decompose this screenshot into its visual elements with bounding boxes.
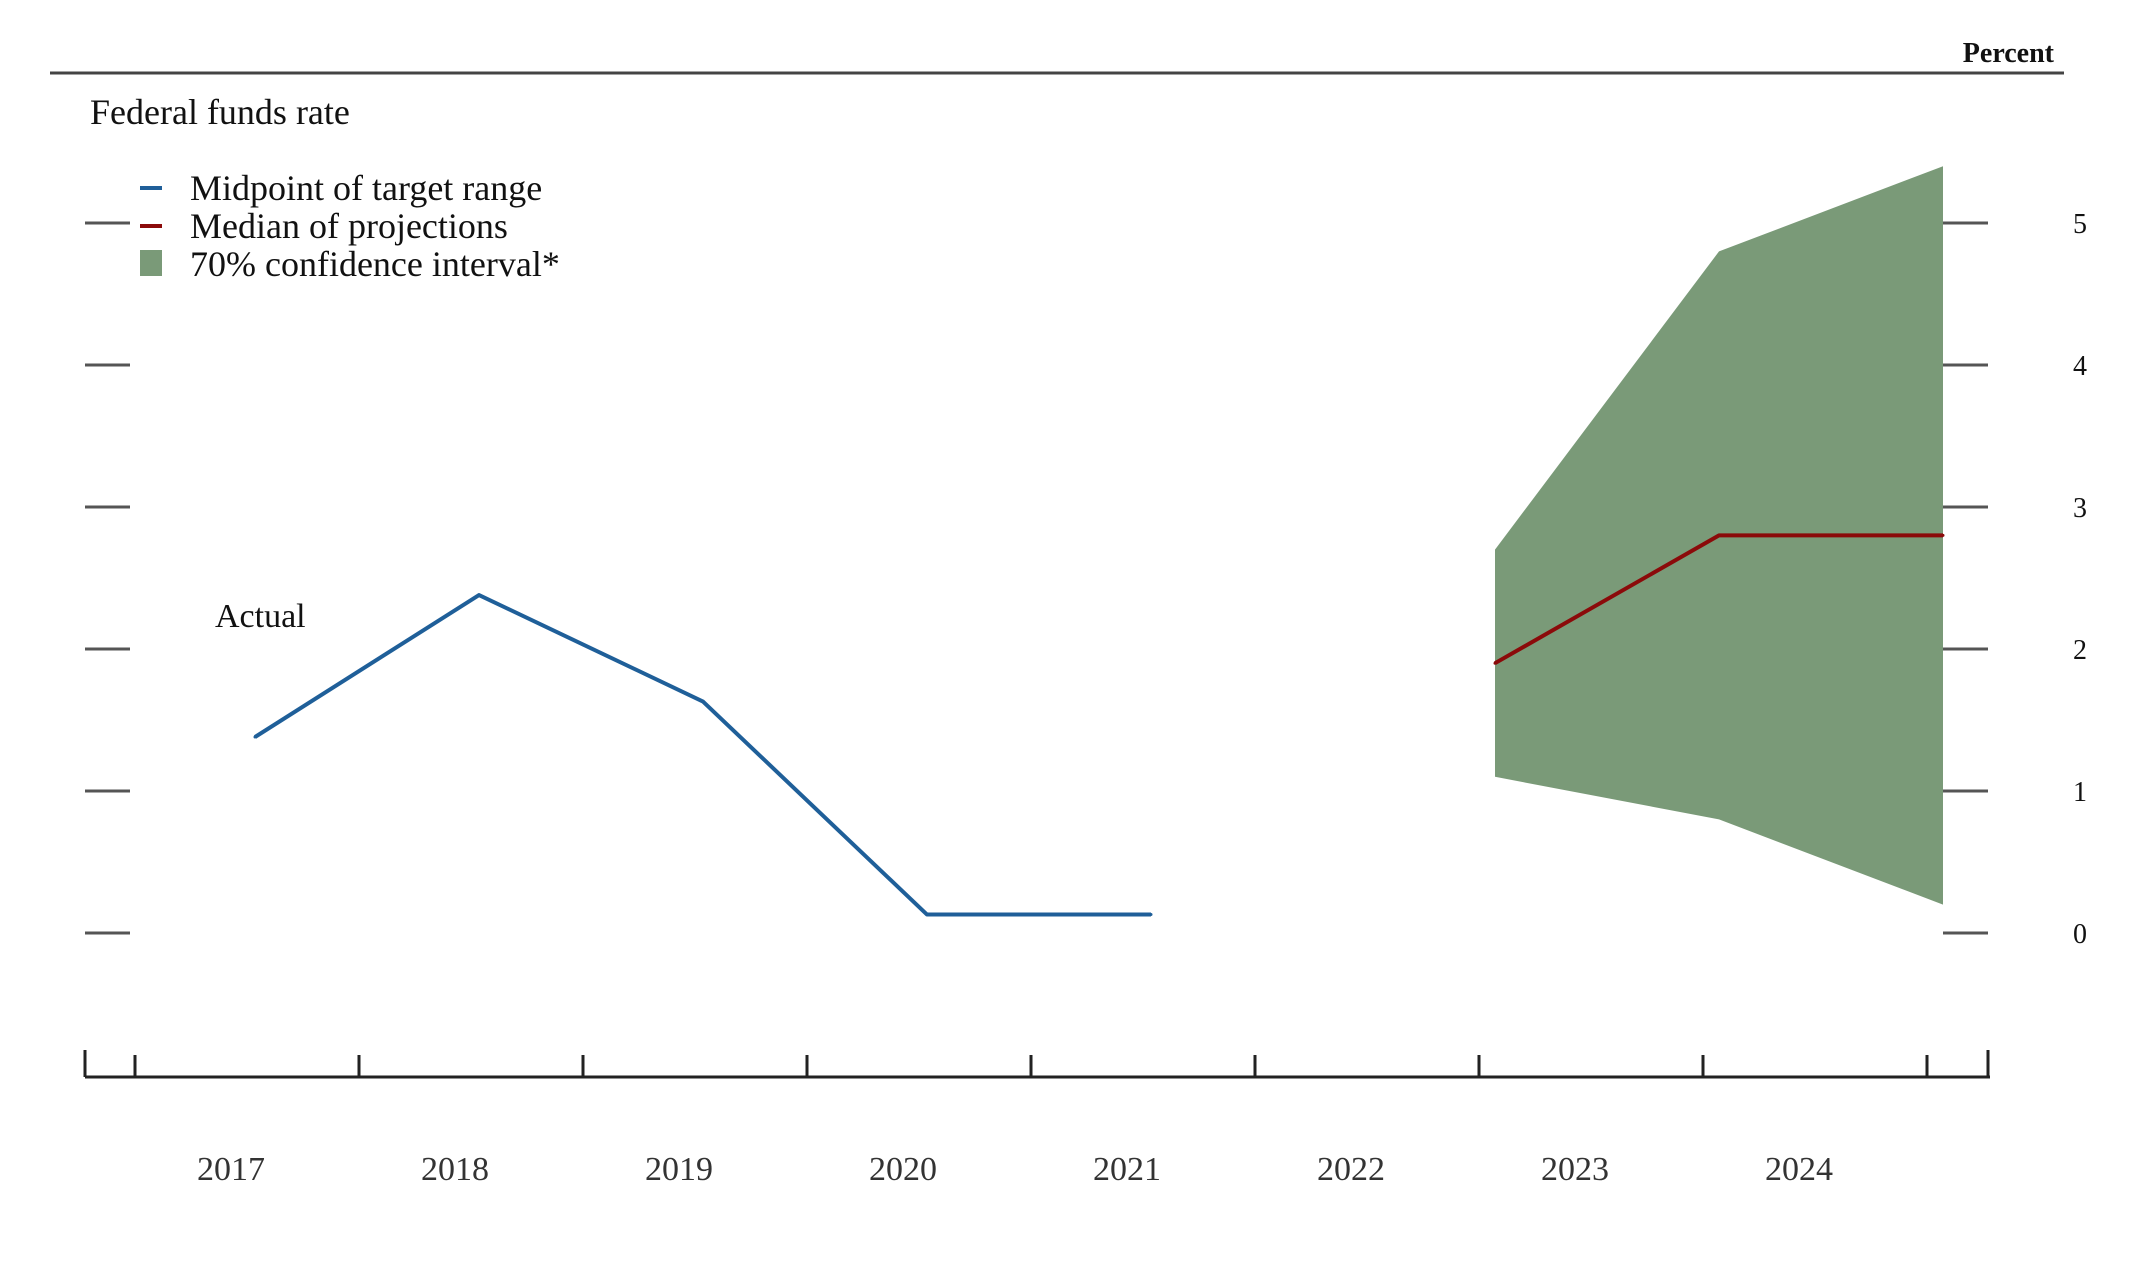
series-0-point <box>701 700 705 704</box>
series-0-point <box>925 913 929 917</box>
legend-swatch-confidence <box>140 250 162 276</box>
y-tick-label-3: 3 <box>2073 493 2087 524</box>
legend-label-median: Median of projections <box>190 206 508 246</box>
x-axis: 2017 2018 2019 2020 2021 2022 2023 2024 <box>83 1050 1990 1188</box>
y-tick-label-5: 5 <box>2073 209 2087 240</box>
x-label-2022: 2022 <box>1317 1151 1385 1188</box>
series-layer <box>253 533 1945 917</box>
y-axis-unit-label: Percent <box>1963 38 2055 69</box>
x-label-2023: 2023 <box>1541 1151 1609 1188</box>
legend: Midpoint of target range Median of proje… <box>140 168 560 284</box>
chart-title: Federal funds rate <box>90 92 350 132</box>
actual-annotation: Actual <box>215 598 306 635</box>
y-tick-labels: 0 1 2 3 4 5 <box>2073 209 2087 950</box>
series-0-point <box>1149 913 1153 917</box>
left-tick-marks <box>85 221 130 935</box>
x-label-2020: 2020 <box>869 1151 937 1188</box>
legend-label-confidence: 70% confidence interval* <box>190 244 560 284</box>
y-tick-label-0: 0 <box>2073 919 2087 950</box>
series-1-point <box>1493 661 1497 665</box>
y-tick-label-1: 1 <box>2073 777 2087 808</box>
series-1-point <box>1717 533 1721 537</box>
x-label-2021: 2021 <box>1093 1151 1161 1188</box>
x-label-2017: 2017 <box>197 1151 265 1188</box>
legend-label-midpoint: Midpoint of target range <box>190 168 542 208</box>
right-tick-marks <box>1943 221 1988 935</box>
x-label-2018: 2018 <box>421 1151 489 1188</box>
y-tick-label-4: 4 <box>2073 351 2087 382</box>
x-label-2024: 2024 <box>1765 1151 1833 1188</box>
series-line-0 <box>253 593 1151 917</box>
series-0-point <box>477 593 481 597</box>
y-tick-label-2: 2 <box>2073 635 2087 666</box>
series-0-point <box>253 735 257 739</box>
series-1-point <box>1941 533 1945 537</box>
x-label-2019: 2019 <box>645 1151 713 1188</box>
